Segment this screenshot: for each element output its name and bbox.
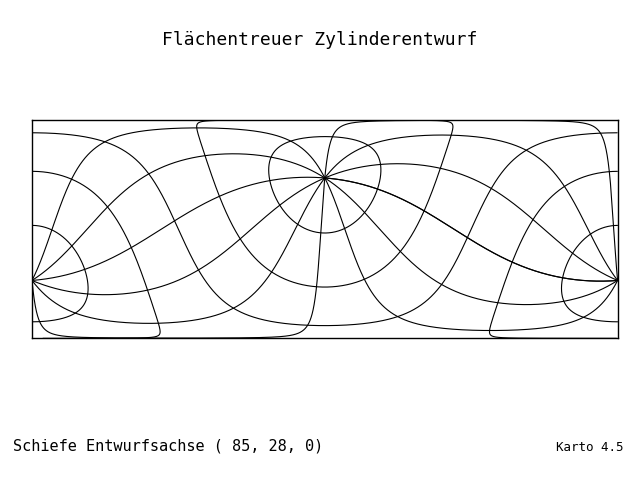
Text: Karto 4.5: Karto 4.5 [557, 441, 624, 454]
Text: Schiefe Entwurfsachse ( 85, 28, 0): Schiefe Entwurfsachse ( 85, 28, 0) [13, 439, 323, 454]
Text: Flächentreuer Zylinderentwurf: Flächentreuer Zylinderentwurf [163, 31, 477, 49]
